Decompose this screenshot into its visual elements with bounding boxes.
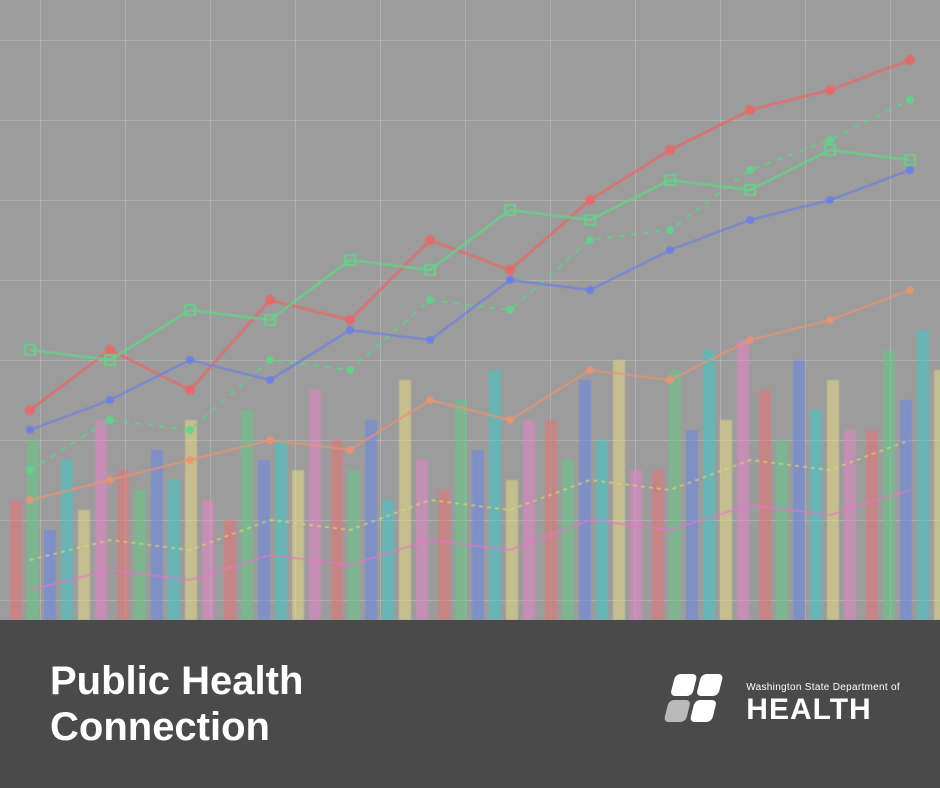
chart-marker (505, 265, 515, 275)
footer-bar: Public Health Connection Washington Stat… (0, 620, 940, 788)
chart-marker (346, 326, 354, 334)
chart-marker (186, 456, 194, 464)
chart-marker (746, 166, 754, 174)
chart-line (30, 100, 910, 470)
chart-marker (666, 226, 674, 234)
chart-marker (906, 286, 914, 294)
chart-marker (266, 376, 274, 384)
chart-line (30, 490, 910, 590)
chart-marker (586, 366, 594, 374)
chart-background (0, 0, 940, 620)
logo-mark-icon (658, 672, 736, 736)
chart-marker (26, 466, 34, 474)
footer-title-line2: Connection (50, 704, 303, 750)
footer-title: Public Health Connection (50, 658, 303, 750)
chart-line (30, 60, 910, 410)
chart-marker (26, 426, 34, 434)
chart-marker (906, 96, 914, 104)
chart-marker (346, 366, 354, 374)
line-layer (0, 0, 940, 620)
chart-marker (826, 196, 834, 204)
chart-marker (506, 276, 514, 284)
logo-small-text: Washington State Department of (746, 683, 900, 693)
chart-marker (106, 416, 114, 424)
chart-marker (346, 446, 354, 454)
chart-marker (906, 166, 914, 174)
chart-marker (905, 55, 915, 65)
chart-marker (506, 416, 514, 424)
chart-marker (426, 336, 434, 344)
chart-marker (185, 385, 195, 395)
logo-text: Washington State Department of HEALTH (746, 683, 900, 725)
chart-marker (426, 396, 434, 404)
chart-marker (825, 85, 835, 95)
chart-marker (345, 315, 355, 325)
chart-marker (426, 296, 434, 304)
chart-marker (186, 426, 194, 434)
footer-title-line1: Public Health (50, 658, 303, 704)
chart-marker (425, 235, 435, 245)
chart-marker (665, 145, 675, 155)
chart-marker (586, 236, 594, 244)
chart-marker (26, 496, 34, 504)
chart-line (30, 170, 910, 430)
chart-marker (105, 345, 115, 355)
chart-marker (746, 216, 754, 224)
chart-marker (745, 105, 755, 115)
chart-marker (106, 476, 114, 484)
chart-line (30, 440, 910, 560)
chart-marker (266, 436, 274, 444)
logo: Washington State Department of HEALTH (658, 672, 900, 736)
chart-marker (106, 396, 114, 404)
chart-marker (266, 356, 274, 364)
chart-marker (25, 405, 35, 415)
chart-marker (586, 286, 594, 294)
chart-marker (265, 295, 275, 305)
chart-marker (585, 195, 595, 205)
chart-line (30, 290, 910, 500)
chart-marker (826, 316, 834, 324)
chart-marker (506, 306, 514, 314)
logo-big-text: HEALTH (746, 695, 900, 725)
chart-marker (666, 246, 674, 254)
chart-marker (666, 376, 674, 384)
chart-marker (186, 356, 194, 364)
chart-marker (746, 336, 754, 344)
chart-marker (826, 136, 834, 144)
